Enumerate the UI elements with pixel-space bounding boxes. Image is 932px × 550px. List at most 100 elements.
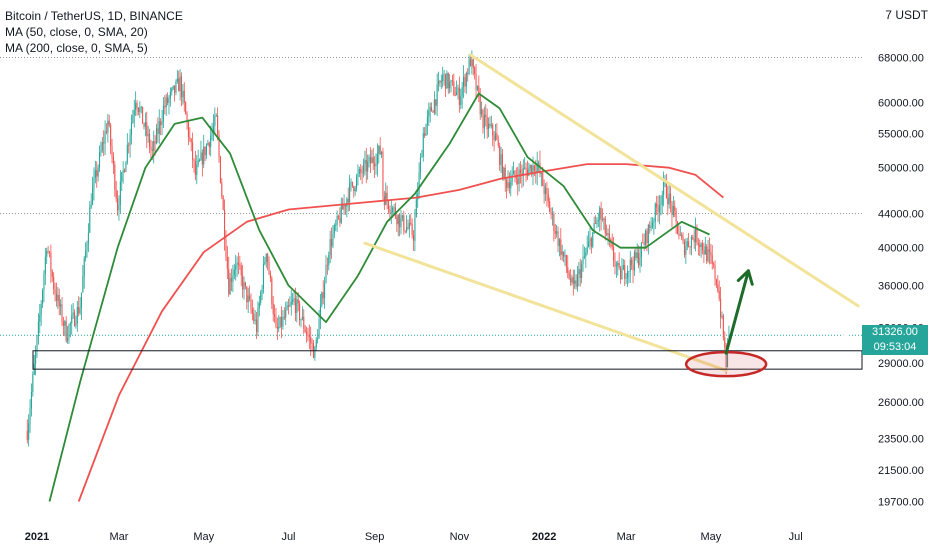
candle-body [632,265,634,271]
candle-body [446,72,448,89]
candle-body [71,315,73,324]
candle-body [264,261,266,264]
candle-body [140,106,142,109]
candle-body [123,170,126,172]
candle-body [180,76,183,98]
candle-body [317,338,319,340]
currency-label: USDT [895,8,928,22]
candle-body [518,169,520,185]
candle-body [599,207,601,220]
y-tick-label: 23500.00 [878,433,924,445]
candle-body [137,108,139,112]
candle-body [283,316,285,318]
candle-body [300,319,302,321]
candle-body [267,253,269,263]
candle-body [649,225,651,228]
candle-body [331,239,333,247]
candle-body [467,73,469,74]
candle-body [725,347,727,368]
candle-body [321,292,323,306]
candle-body [515,176,517,179]
candle-body [58,294,60,307]
y-tick-label: 50000.00 [878,163,924,175]
candle-body [100,150,102,153]
candle-body [531,165,533,175]
candle-body [119,181,121,205]
candle-body [404,230,406,232]
candle-body [432,111,434,113]
candle-body [494,133,497,141]
symbol-label[interactable]: Bitcoin / TetherUS, 1D, BINANCE [5,9,183,23]
candle-body [643,242,645,245]
candle-body [656,203,658,208]
support-zone-box [32,350,863,370]
candle-body [418,172,420,195]
candle-body [695,226,697,243]
candle-body [474,67,476,74]
candle-body [50,252,52,272]
candle-body [640,242,642,258]
candle-body [500,154,502,166]
candle-body [569,278,572,283]
candle-body [274,314,276,317]
candle-body [382,151,384,197]
candle-body [558,239,560,246]
candle-body [536,163,538,173]
candle-body [60,304,62,307]
candle-body [625,277,627,279]
x-tick-label: Jul [281,531,295,543]
x-tick-label: 2021 [25,531,49,543]
candle-body [356,176,358,189]
candle-body [53,276,55,290]
candle-body [251,308,253,314]
candle-body [125,162,127,172]
candle-body [546,187,548,194]
candle-body [128,144,130,146]
candle-body [381,151,383,155]
candle-body [497,140,499,146]
candle-body [425,124,427,136]
y-tick-label: 68000.00 [878,53,924,65]
candle-body [361,172,363,174]
candle-body [165,97,167,108]
candle-body [293,298,295,300]
candle-body [340,204,342,223]
candle-body [358,168,360,174]
candle-body [228,268,230,295]
candle-body [579,269,581,279]
candle-body [622,265,624,270]
candle-body [265,253,267,262]
candle-body [150,146,152,149]
candle-body [504,167,506,180]
candle-body [414,217,416,241]
candle-body [685,246,687,255]
candle-body [242,275,244,290]
candle-body [151,148,153,151]
ma50-legend[interactable]: MA (50, close, 0, SMA, 20) [5,25,148,39]
candle-body [376,153,378,166]
candle-body [169,91,171,99]
candle-body [621,269,623,280]
candle-body [635,252,637,259]
candle-body [301,316,303,320]
candle-body [657,207,659,213]
candle-body [43,273,45,291]
candle-body [653,221,655,223]
candle-body [72,312,74,316]
ma200-legend[interactable]: MA (200, close, 0, SMA, 5) [5,41,148,55]
candle-body [401,215,403,219]
candle-body [461,87,463,97]
candle-body [48,251,51,253]
support-trendline [542,299,903,526]
candle-body [174,85,176,93]
candle-body [199,160,201,161]
candle-body [586,246,588,253]
last-price: 31326.00 [872,326,918,339]
candle-body [654,203,656,222]
candle-body [575,280,577,287]
candle-body [86,243,88,251]
candle-body [588,241,590,247]
candle-body [249,295,251,300]
currency-selector[interactable]: 7 USDT [885,8,928,22]
